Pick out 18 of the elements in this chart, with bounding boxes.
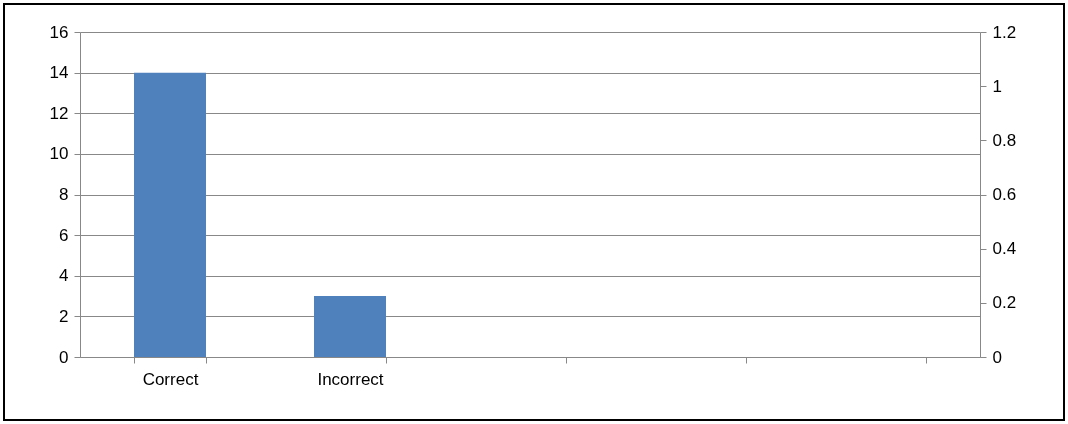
y2-tick-label: 0.4 [992, 239, 1017, 259]
y2-tick-label: 0.6 [992, 185, 1017, 204]
x-tick-label: Incorrect [317, 369, 384, 389]
y-tick-label: 8 [59, 185, 69, 204]
y-tick-label: 0 [59, 347, 69, 367]
y-tick-label: 16 [49, 22, 69, 42]
y-tick-label: 14 [49, 63, 69, 83]
y-tick-label: 12 [49, 103, 69, 123]
y2-tick-label: 0 [992, 347, 1002, 367]
y-tick-label: 10 [49, 144, 69, 164]
y2-tick-label: 0.8 [992, 130, 1017, 150]
y-tick-label: 2 [59, 306, 69, 326]
x-tick-label: Correct [142, 369, 199, 389]
y2-tick-label: 1.2 [992, 22, 1017, 42]
y-tick-label: 4 [59, 266, 69, 286]
y-tick-label: 6 [59, 225, 69, 245]
y2-tick-label: 1 [992, 76, 1002, 96]
y2-tick-label: 0.2 [992, 293, 1017, 313]
